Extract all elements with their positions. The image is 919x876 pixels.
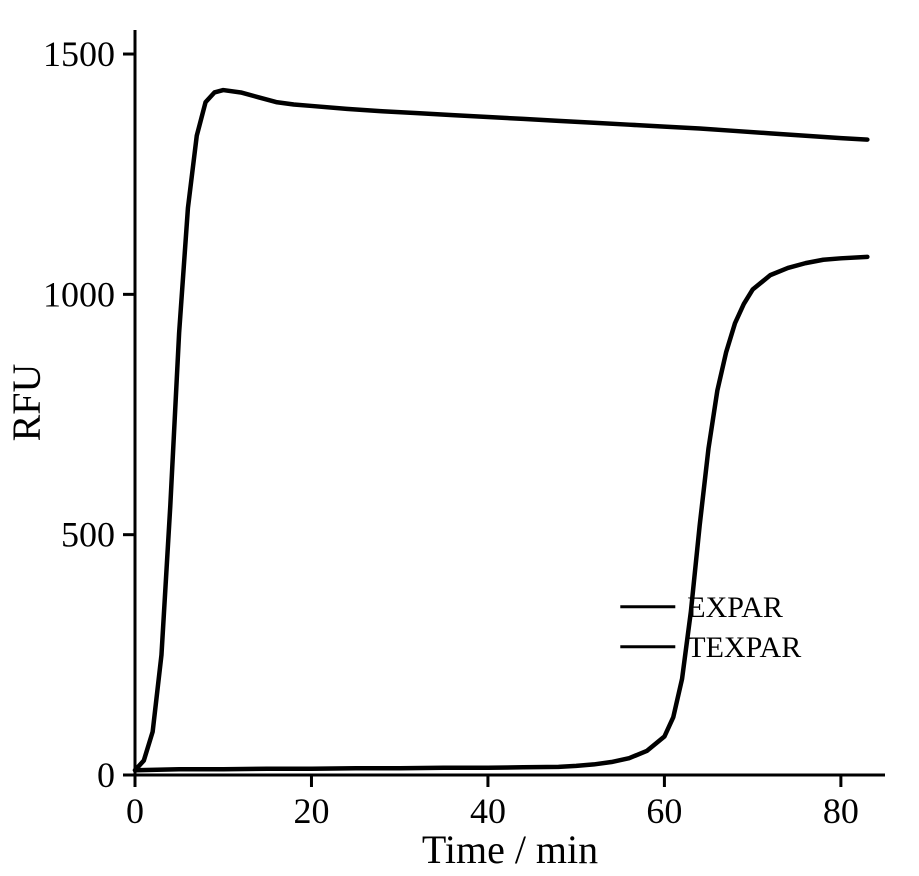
x-tick-label: 80 — [823, 791, 859, 831]
legend-label-TEXPAR: TEXPAR — [687, 631, 801, 664]
line-chart: 0 20 40 60 80 0 500 1000 1500 Time / min RFU EXPAR T… — [0, 0, 919, 876]
chart-background — [0, 0, 919, 876]
y-tick-label: 1500 — [43, 34, 115, 74]
y-axis-title: RFU — [4, 363, 49, 441]
legend-label-EXPAR: EXPAR — [687, 591, 783, 624]
x-tick-label: 60 — [646, 791, 682, 831]
x-axis-title: Time / min — [422, 827, 598, 872]
x-tick-label: 40 — [470, 791, 506, 831]
x-tick-label: 0 — [126, 791, 144, 831]
x-tick-label: 20 — [293, 791, 329, 831]
chart-container: 0 20 40 60 80 0 500 1000 1500 Time / min RFU EXPAR T… — [0, 0, 919, 876]
y-tick-label: 500 — [61, 515, 115, 555]
y-tick-label: 1000 — [43, 274, 115, 314]
y-tick-label: 0 — [97, 755, 115, 795]
